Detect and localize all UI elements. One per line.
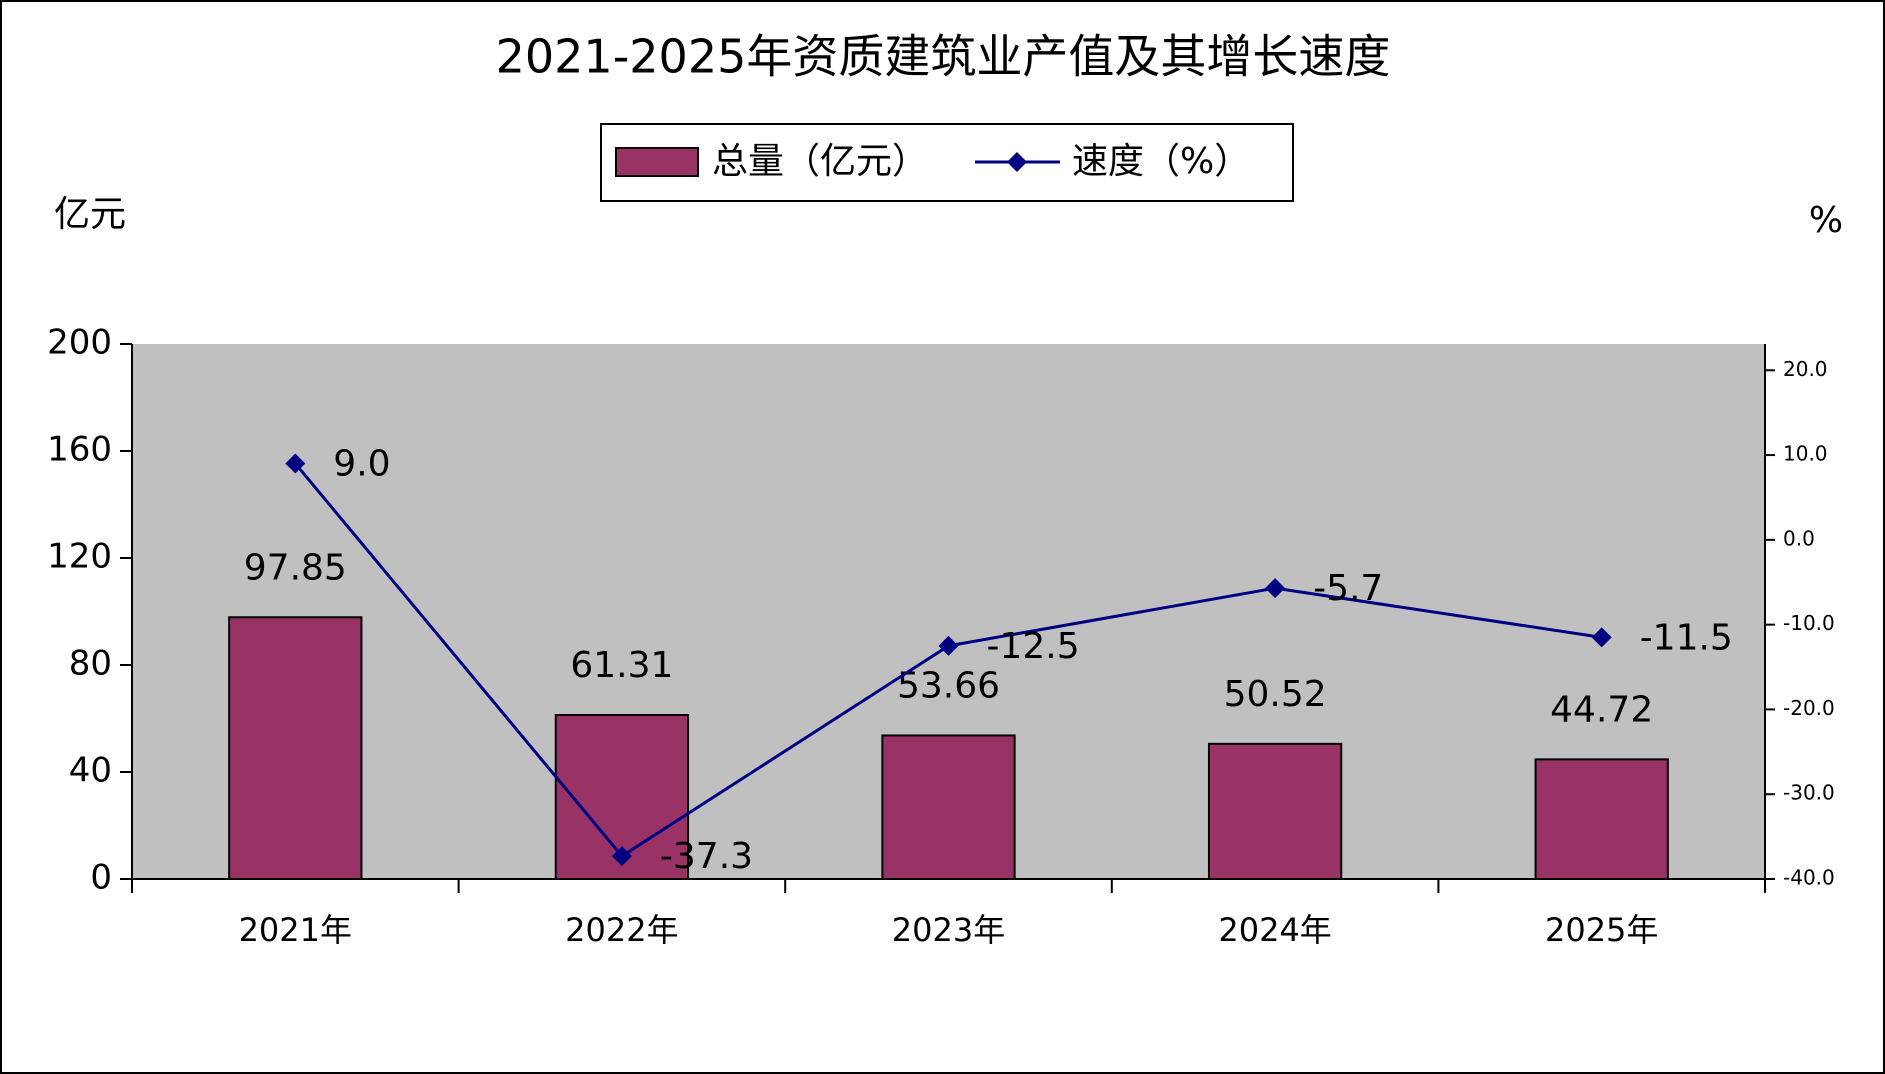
- y-tick-label: 200: [47, 323, 112, 363]
- line-marker: [611, 846, 632, 867]
- y-tick-label: 0: [90, 858, 112, 898]
- x-tick-label: 2023年: [892, 911, 1005, 949]
- y2-tick-label: -10.0: [1783, 611, 1835, 635]
- y2-tick-label: -30.0: [1783, 781, 1835, 805]
- bar: [881, 734, 1016, 880]
- x-tick-label: 2022年: [565, 911, 678, 949]
- y2-axis-label: %: [1809, 200, 1843, 241]
- bar-value-label: 44.72: [1550, 689, 1653, 730]
- y2-tick-label: 0.0: [1783, 526, 1815, 550]
- line-value-label: -12.5: [987, 626, 1080, 667]
- bar: [1207, 742, 1343, 881]
- y-tick-label: 160: [47, 430, 112, 470]
- line-value-label: -5.7: [1313, 568, 1383, 609]
- legend-label: 总量（亿元）: [712, 141, 928, 182]
- y2-tick-label: -20.0: [1783, 696, 1835, 720]
- chart-title: 2021-2025年资质建筑业产值及其增长速度: [496, 30, 1391, 84]
- legend-swatch: [615, 147, 699, 177]
- legend-label: 速度（%）: [1072, 141, 1250, 182]
- x-tick-label: 2021年: [239, 911, 352, 949]
- y-tick-label: 120: [47, 537, 112, 577]
- line-marker: [1265, 578, 1286, 599]
- line-marker: [285, 453, 306, 474]
- legend-marker: [1007, 152, 1027, 172]
- line-value-label: -37.3: [660, 836, 753, 877]
- x-tick-label: 2024年: [1218, 911, 1331, 949]
- line-value-label: 9.0: [333, 444, 390, 485]
- y-tick-label: 80: [69, 644, 112, 684]
- y2-tick-label: 10.0: [1783, 442, 1828, 466]
- legend: [600, 123, 1294, 202]
- bar-value-label: 97.85: [244, 547, 347, 588]
- bar-value-label: 61.31: [570, 645, 673, 686]
- bar-value-label: 53.66: [897, 665, 1000, 706]
- y-axis-label: 亿元: [54, 194, 126, 235]
- bar-value-label: 50.52: [1224, 674, 1327, 715]
- line-value-label: -11.5: [1640, 617, 1733, 658]
- y2-tick-label: -40.0: [1783, 866, 1835, 890]
- line-marker: [1591, 627, 1612, 648]
- x-tick-label: 2025年: [1545, 911, 1658, 949]
- y2-tick-label: 20.0: [1783, 357, 1828, 381]
- bar: [228, 616, 363, 880]
- line-marker: [938, 635, 959, 656]
- bar: [1534, 758, 1669, 881]
- y-tick-label: 40: [69, 751, 112, 791]
